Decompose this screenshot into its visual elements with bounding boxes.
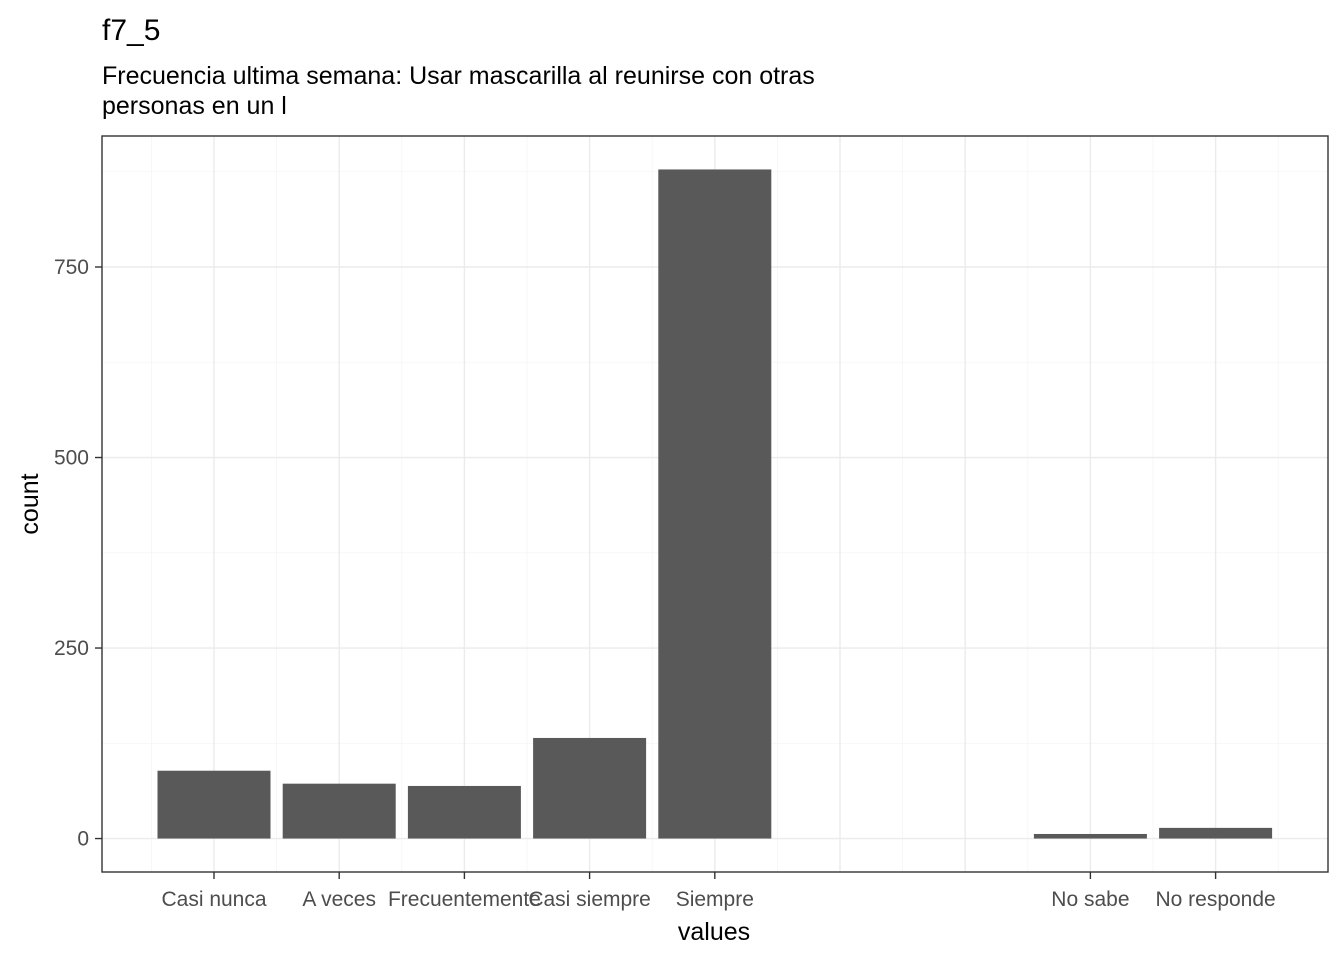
chart-subtitle-line-2: personas en un l	[102, 92, 287, 120]
bar-no-sabe	[1033, 833, 1147, 839]
bar-casi-nunca	[157, 770, 271, 839]
y-tick-label: 750	[54, 256, 89, 279]
bar-siempre	[658, 169, 772, 839]
chart-subtitle-line-1: Frecuencia ultima semana: Usar mascarill…	[102, 62, 815, 90]
bars	[157, 169, 1273, 839]
y-axis-title: count	[16, 473, 44, 534]
x-tick-label: No responde	[1155, 888, 1275, 911]
y-tick-label: 250	[54, 637, 89, 660]
chart-title: f7_5	[102, 14, 160, 47]
x-axis-title: values	[678, 918, 750, 946]
bar-frecuentemente	[407, 785, 521, 839]
x-tick-label: A veces	[302, 888, 376, 911]
x-tick-label: Frecuentemente	[388, 888, 541, 911]
y-axis: 0 250 500 750	[54, 256, 102, 851]
y-tick-label: 500	[54, 447, 89, 470]
y-tick-label: 0	[77, 828, 89, 851]
x-tick-label: Casi siempre	[528, 888, 651, 911]
x-tick-label: Casi nunca	[161, 888, 266, 911]
bar-a-veces	[282, 783, 396, 839]
bar-casi-siempre	[533, 737, 647, 839]
bar-no-responde	[1159, 827, 1273, 839]
x-tick-label: No sabe	[1051, 888, 1129, 911]
x-tick-label: Siempre	[676, 888, 754, 911]
minor-gridlines	[102, 136, 1328, 872]
